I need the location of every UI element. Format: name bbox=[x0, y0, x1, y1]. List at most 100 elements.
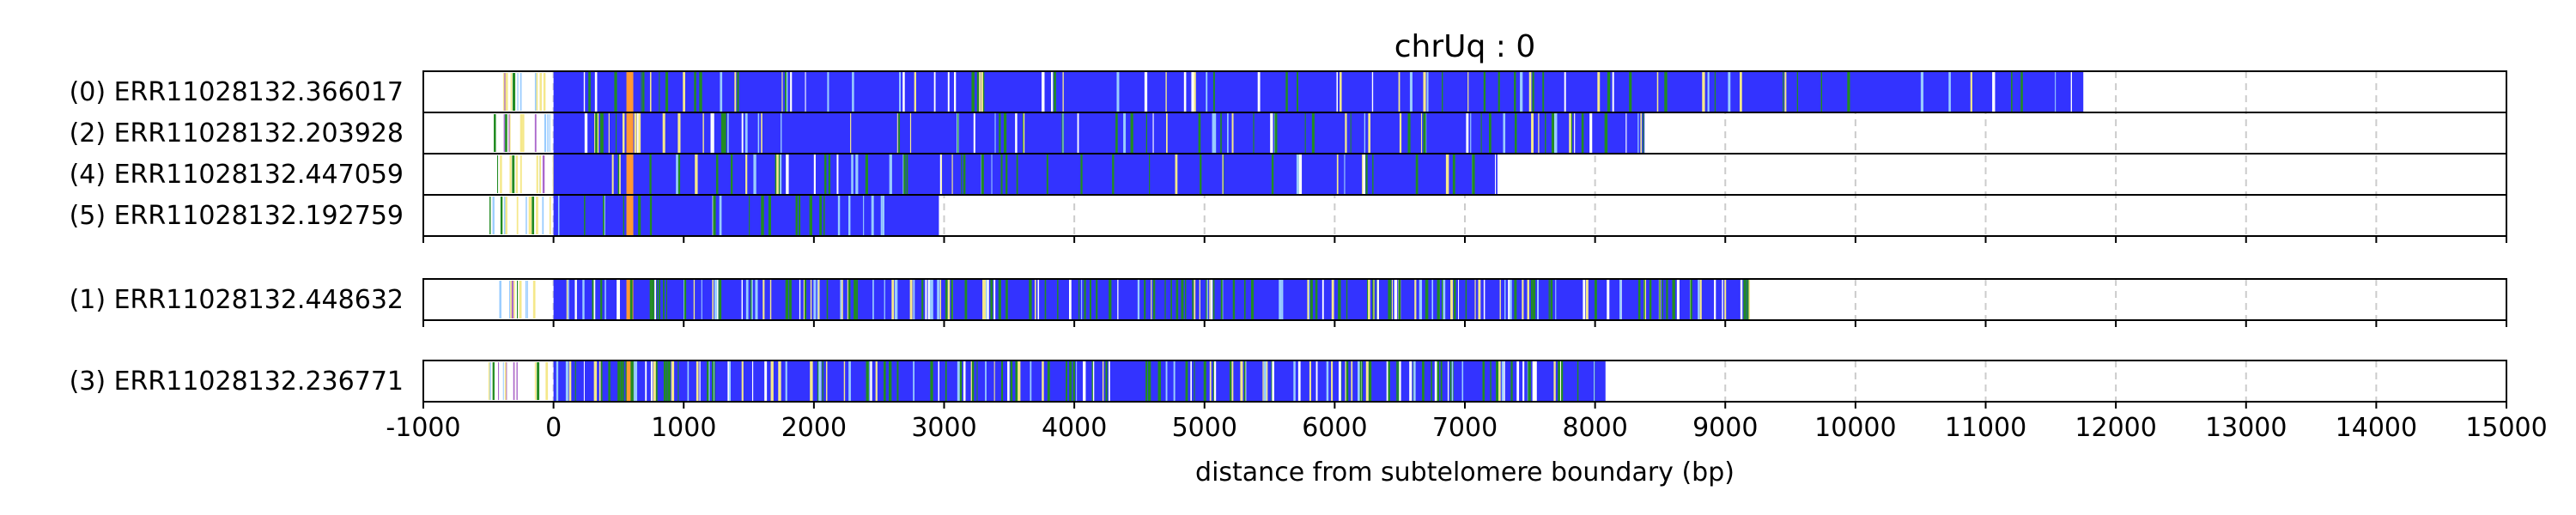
variant-repeat-mark bbox=[933, 71, 936, 112]
variant-repeat-mark bbox=[768, 195, 772, 236]
variant-repeat-mark bbox=[725, 112, 726, 154]
variant-repeat-mark bbox=[1445, 154, 1449, 195]
variant-repeat-mark bbox=[1344, 154, 1346, 195]
variant-repeat-mark bbox=[667, 360, 671, 402]
subtelomere-variant-mark bbox=[519, 155, 522, 193]
variant-repeat-mark bbox=[850, 112, 852, 154]
variant-repeat-mark bbox=[913, 279, 915, 320]
variant-repeat-mark bbox=[1213, 360, 1217, 402]
variant-repeat-mark bbox=[1145, 360, 1148, 402]
subtelomere-variant-mark bbox=[496, 155, 499, 193]
variant-repeat-mark bbox=[1311, 112, 1315, 154]
variant-repeat-mark bbox=[693, 279, 696, 320]
variant-repeat-mark bbox=[1091, 360, 1094, 402]
variant-repeat-mark bbox=[1558, 360, 1561, 402]
variant-repeat-mark bbox=[582, 279, 585, 320]
variant-repeat-mark bbox=[985, 360, 987, 402]
variant-repeat-mark bbox=[848, 195, 851, 236]
variant-repeat-mark bbox=[1042, 360, 1044, 402]
variant-repeat-mark bbox=[1431, 360, 1432, 402]
variant-repeat-mark bbox=[1206, 279, 1208, 320]
variant-repeat-mark bbox=[1516, 360, 1520, 402]
variant-repeat-mark bbox=[1604, 112, 1608, 154]
variant-repeat-mark bbox=[990, 279, 993, 320]
variant-repeat-mark bbox=[1619, 279, 1622, 320]
read-track: (5) ERR11028132.192759 bbox=[70, 195, 939, 236]
variant-repeat-mark bbox=[2020, 71, 2023, 112]
variant-repeat-mark bbox=[699, 360, 701, 402]
variant-repeat-mark bbox=[1640, 112, 1643, 154]
variant-repeat-mark bbox=[611, 154, 614, 195]
variant-repeat-mark bbox=[1077, 112, 1079, 154]
variant-repeat-mark bbox=[1436, 360, 1440, 402]
track-group: (0) ERR11028132.366017 (2) ERR11028132.20… bbox=[70, 70, 2507, 237]
variant-repeat-mark bbox=[1361, 360, 1363, 402]
variant-repeat-mark bbox=[1553, 360, 1556, 402]
variant-repeat-mark bbox=[1574, 112, 1576, 154]
variant-repeat-mark bbox=[991, 154, 993, 195]
variant-repeat-mark bbox=[1062, 112, 1064, 154]
variant-repeat-mark bbox=[617, 360, 621, 402]
subtelomere-variant-mark bbox=[489, 362, 491, 400]
variant-repeat-mark bbox=[1331, 360, 1334, 402]
variant-repeat-mark bbox=[963, 360, 966, 402]
variant-repeat-mark bbox=[1345, 112, 1347, 154]
variant-repeat-mark bbox=[1698, 279, 1700, 320]
variant-repeat-mark bbox=[1470, 112, 1472, 154]
variant-repeat-mark bbox=[753, 154, 756, 195]
variant-repeat-mark bbox=[1253, 112, 1255, 154]
variant-repeat-mark bbox=[699, 71, 702, 112]
variant-repeat-mark bbox=[1664, 71, 1668, 112]
variant-repeat-mark bbox=[855, 154, 859, 195]
variant-repeat-mark bbox=[720, 71, 723, 112]
variant-repeat-mark bbox=[650, 360, 653, 402]
read-track: (2) ERR11028132.203928 bbox=[70, 112, 1645, 154]
variant-repeat-mark bbox=[1018, 360, 1021, 402]
variant-repeat-mark bbox=[888, 360, 892, 402]
variant-repeat-mark bbox=[728, 360, 731, 402]
variant-repeat-mark bbox=[1368, 112, 1371, 154]
subtelomere-variant-mark bbox=[542, 155, 545, 193]
variant-repeat-mark bbox=[921, 279, 924, 320]
variant-repeat-mark bbox=[1231, 112, 1234, 154]
variant-repeat-mark bbox=[1274, 112, 1278, 154]
x-tick-label: 0 bbox=[545, 413, 562, 443]
variant-repeat-mark bbox=[597, 112, 599, 154]
variant-repeat-mark bbox=[1992, 71, 1996, 112]
variant-repeat-mark bbox=[1338, 360, 1341, 402]
variant-repeat-mark bbox=[1607, 279, 1610, 320]
variant-repeat-mark bbox=[854, 279, 857, 320]
variant-repeat-mark bbox=[1414, 279, 1417, 320]
variant-repeat-mark bbox=[913, 360, 914, 402]
variant-repeat-mark bbox=[896, 360, 899, 402]
read-track: (1) ERR11028132.448632 bbox=[70, 279, 1751, 320]
variant-repeat-mark bbox=[1351, 360, 1353, 402]
variant-repeat-mark bbox=[775, 154, 778, 195]
variant-repeat-mark bbox=[848, 279, 851, 320]
variant-repeat-mark bbox=[634, 360, 638, 402]
variant-repeat-mark bbox=[1369, 360, 1372, 402]
variant-repeat-mark bbox=[592, 279, 594, 320]
variant-repeat-mark bbox=[1350, 112, 1352, 154]
variant-repeat-mark bbox=[1315, 360, 1318, 402]
variant-repeat-mark bbox=[987, 279, 989, 320]
variant-repeat-mark bbox=[1144, 71, 1148, 112]
variant-repeat-mark bbox=[1212, 71, 1215, 112]
variant-repeat-mark bbox=[557, 195, 560, 236]
variant-repeat-mark bbox=[659, 279, 661, 320]
variant-repeat-mark bbox=[856, 279, 859, 320]
variant-repeat-mark bbox=[872, 279, 874, 320]
variant-repeat-mark bbox=[1194, 360, 1195, 402]
variant-repeat-mark bbox=[623, 360, 624, 402]
variant-repeat-mark bbox=[1398, 279, 1401, 320]
variant-repeat-mark bbox=[770, 360, 774, 402]
variant-repeat-mark bbox=[1315, 279, 1318, 320]
variant-repeat-mark bbox=[1690, 279, 1692, 320]
variant-repeat-mark bbox=[2070, 71, 2072, 112]
variant-repeat-mark bbox=[764, 360, 768, 402]
variant-repeat-mark bbox=[1388, 279, 1392, 320]
variant-repeat-mark bbox=[1147, 360, 1151, 402]
variant-repeat-mark bbox=[1396, 360, 1398, 402]
variant-repeat-mark bbox=[623, 195, 624, 236]
